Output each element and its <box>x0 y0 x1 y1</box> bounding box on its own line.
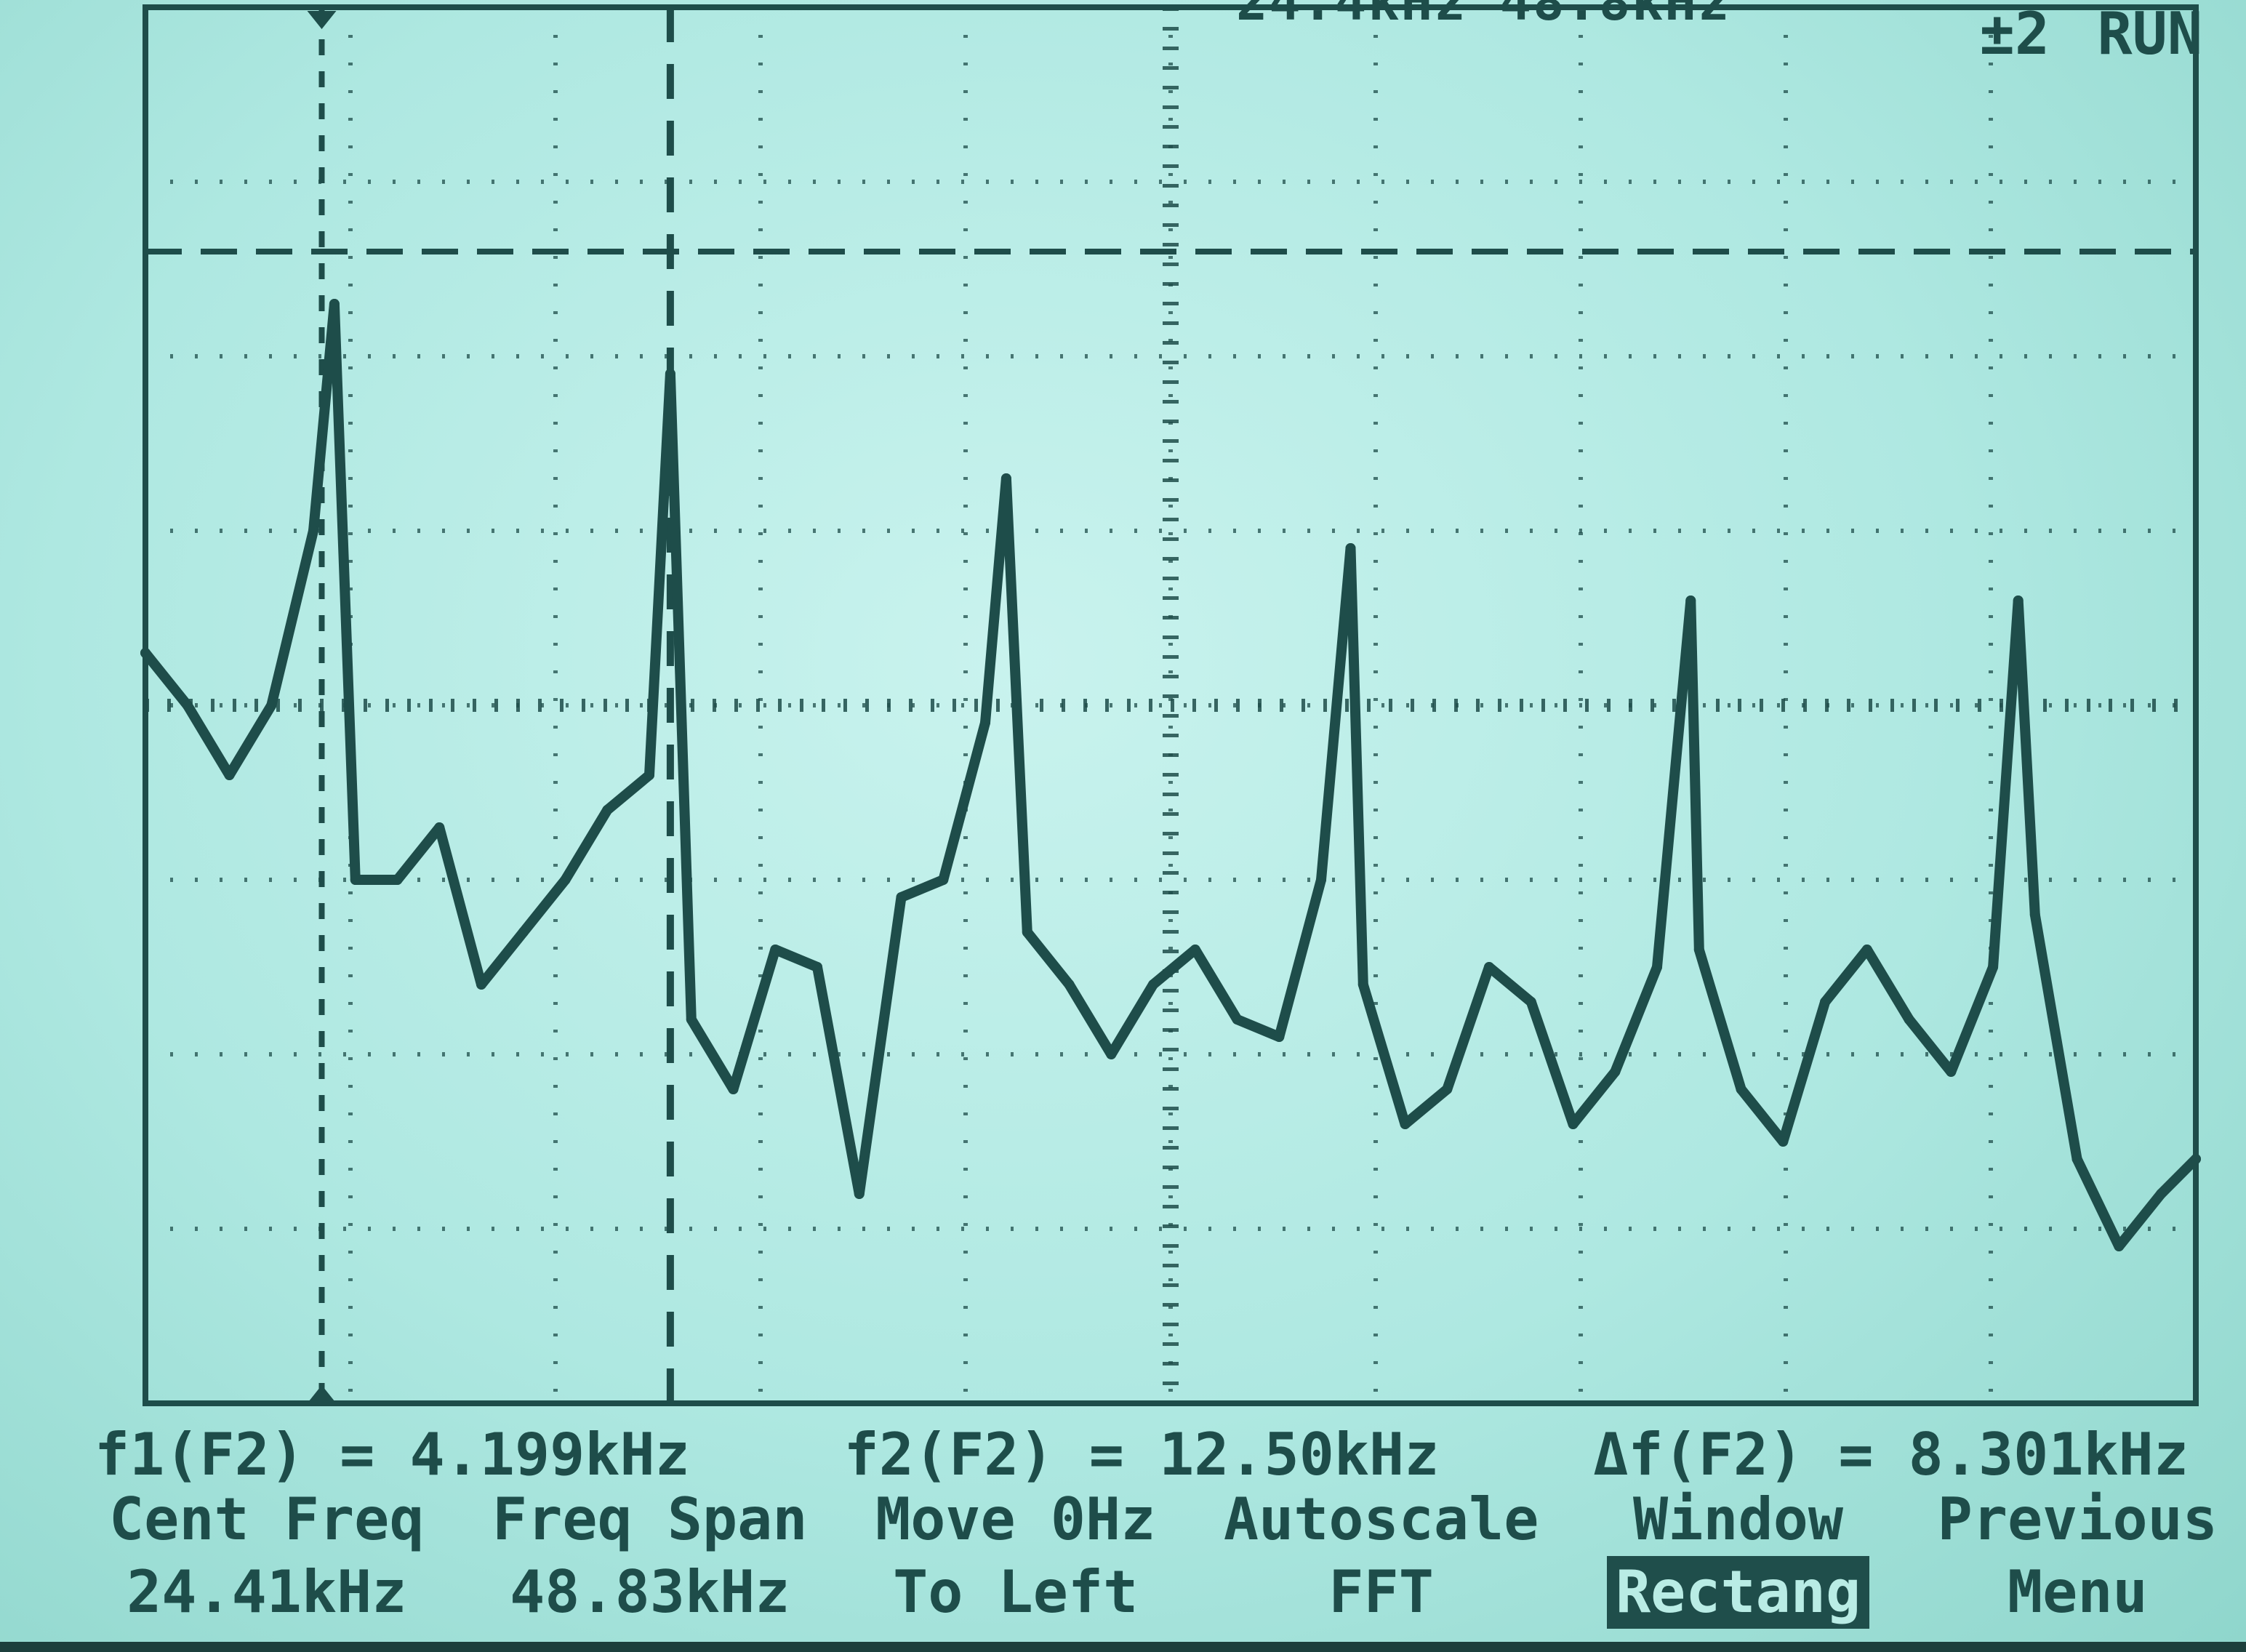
spectrum-point <box>476 979 487 990</box>
spectrum-point <box>686 1014 697 1025</box>
spectrum-point <box>1232 1014 1243 1025</box>
delta-f-measurement: Δf(F2) = 8.301kHz <box>1593 1420 2189 1488</box>
f2-measurement: f2(F2) = 12.50kHz <box>843 1420 1440 1488</box>
spectrum-point <box>644 770 655 780</box>
spectrum-point <box>1861 945 1872 955</box>
softkey-label: Move 0Hz <box>875 1485 1156 1553</box>
spectrum-point <box>1568 1119 1579 1129</box>
spectrum-point <box>1022 927 1032 937</box>
softkey-freq-span[interactable]: Freq Span 48.83kHz <box>492 1483 807 1629</box>
spectrum-point <box>1345 543 1356 553</box>
cursor-lines <box>145 7 2196 1403</box>
spectrum-point <box>2156 1189 2167 1199</box>
spectrum-point <box>518 927 529 937</box>
spectrum-point <box>770 945 781 955</box>
spectrum-point <box>2029 910 2040 920</box>
spectrum-point <box>602 805 613 815</box>
spectrum-point <box>938 875 949 885</box>
display-border <box>143 4 2199 1406</box>
spectrum-point <box>434 822 445 833</box>
softkey-move-0hz[interactable]: Move 0Hz To Left <box>875 1483 1155 1629</box>
spectrum-point <box>329 299 340 309</box>
spectrum-point <box>1316 875 1327 885</box>
spectrum-point <box>1652 962 1663 972</box>
softkey-label: Window <box>1633 1485 1844 1553</box>
cursor-f1-bottom-marker <box>307 1385 337 1403</box>
softkey-label: Cent Freq <box>109 1485 425 1553</box>
spectrum-point <box>560 875 571 885</box>
spectrum-point <box>1946 1067 1957 1077</box>
spectrum-point <box>266 700 277 710</box>
softkey-value: Menu <box>2007 1558 2148 1626</box>
spectrum-point <box>350 875 361 885</box>
spectrum-point <box>1778 1136 1789 1147</box>
spectrum-point <box>1400 1119 1411 1129</box>
softkey-previous-menu[interactable]: Previous Menu <box>1938 1483 2218 1629</box>
spectrum-point <box>1988 962 1999 972</box>
spectrum-point <box>2013 596 2024 606</box>
spectrum-point <box>2071 1154 2082 1164</box>
spectrum-point <box>392 875 403 885</box>
spectrum-trace <box>140 299 2201 1251</box>
spectrum-point <box>1904 1014 1914 1025</box>
center-span-readout: 24.4kHz 48.8kHz <box>1236 0 1731 32</box>
softkey-window[interactable]: Window Rectang <box>1606 1483 1870 1629</box>
spectrum-point <box>224 770 235 780</box>
softkey-value: To Left <box>893 1558 1139 1626</box>
spectrum-point <box>1693 945 1704 955</box>
graticule <box>145 7 2196 1403</box>
spectrum-point <box>1064 979 1075 990</box>
spectrum-point <box>980 718 991 728</box>
cursor-f1-top-marker <box>307 11 337 29</box>
spectrum-point <box>812 962 823 972</box>
spectrum-point <box>854 1189 865 1199</box>
spectrum-point <box>1148 979 1159 990</box>
softkey-value-selected: Rectang <box>1606 1556 1870 1629</box>
softkey-value: 48.83kHz <box>510 1558 790 1626</box>
spectrum-point <box>1106 1049 1117 1059</box>
spectrum-point <box>1190 945 1200 955</box>
spectrum-point <box>1820 997 1831 1007</box>
spectrum-point <box>182 700 193 710</box>
spectrum-point <box>1525 997 1536 1007</box>
spectrum-point <box>1442 1084 1453 1094</box>
softkey-label: Autoscale <box>1223 1485 1539 1553</box>
bezel-edge <box>0 1642 2246 1652</box>
spectrum-point <box>1274 1032 1285 1042</box>
spectrum-point <box>1610 1067 1621 1077</box>
softkey-value: 24.41kHz <box>127 1558 407 1626</box>
spectrum-point <box>1357 979 1368 990</box>
spectrum-point <box>728 1084 739 1094</box>
cursor-measurements: f1(F2) = 4.199kHz f2(F2) = 12.50kHz Δf(F… <box>95 1418 2189 1491</box>
softkey-label: Previous <box>1937 1485 2218 1553</box>
spectrum-point <box>308 526 319 536</box>
run-status: RUN <box>2097 0 2203 68</box>
spectrum-point <box>1736 1084 1746 1094</box>
softkey-autoscale[interactable]: Autoscale FFT <box>1224 1483 1539 1629</box>
spectrum-point <box>1000 473 1011 484</box>
spectrum-point <box>1484 962 1495 972</box>
spectrum-point <box>665 369 675 379</box>
spectrum-point <box>2114 1241 2125 1251</box>
softkey-cent-freq[interactable]: Cent Freq 24.41kHz <box>109 1483 424 1629</box>
spectrum-point <box>1685 596 1696 606</box>
spectrum-point <box>896 892 907 902</box>
softkey-menu: Cent Freq 24.41kHz Freq Span 48.83kHz Mo… <box>109 1483 2218 1629</box>
f1-measurement: f1(F2) = 4.199kHz <box>95 1420 690 1488</box>
softkey-value: FFT <box>1328 1558 1434 1626</box>
spectrum-line <box>140 299 2201 1251</box>
softkey-label: Freq Span <box>492 1485 808 1553</box>
channel-marker: ±2 <box>1979 0 2050 68</box>
